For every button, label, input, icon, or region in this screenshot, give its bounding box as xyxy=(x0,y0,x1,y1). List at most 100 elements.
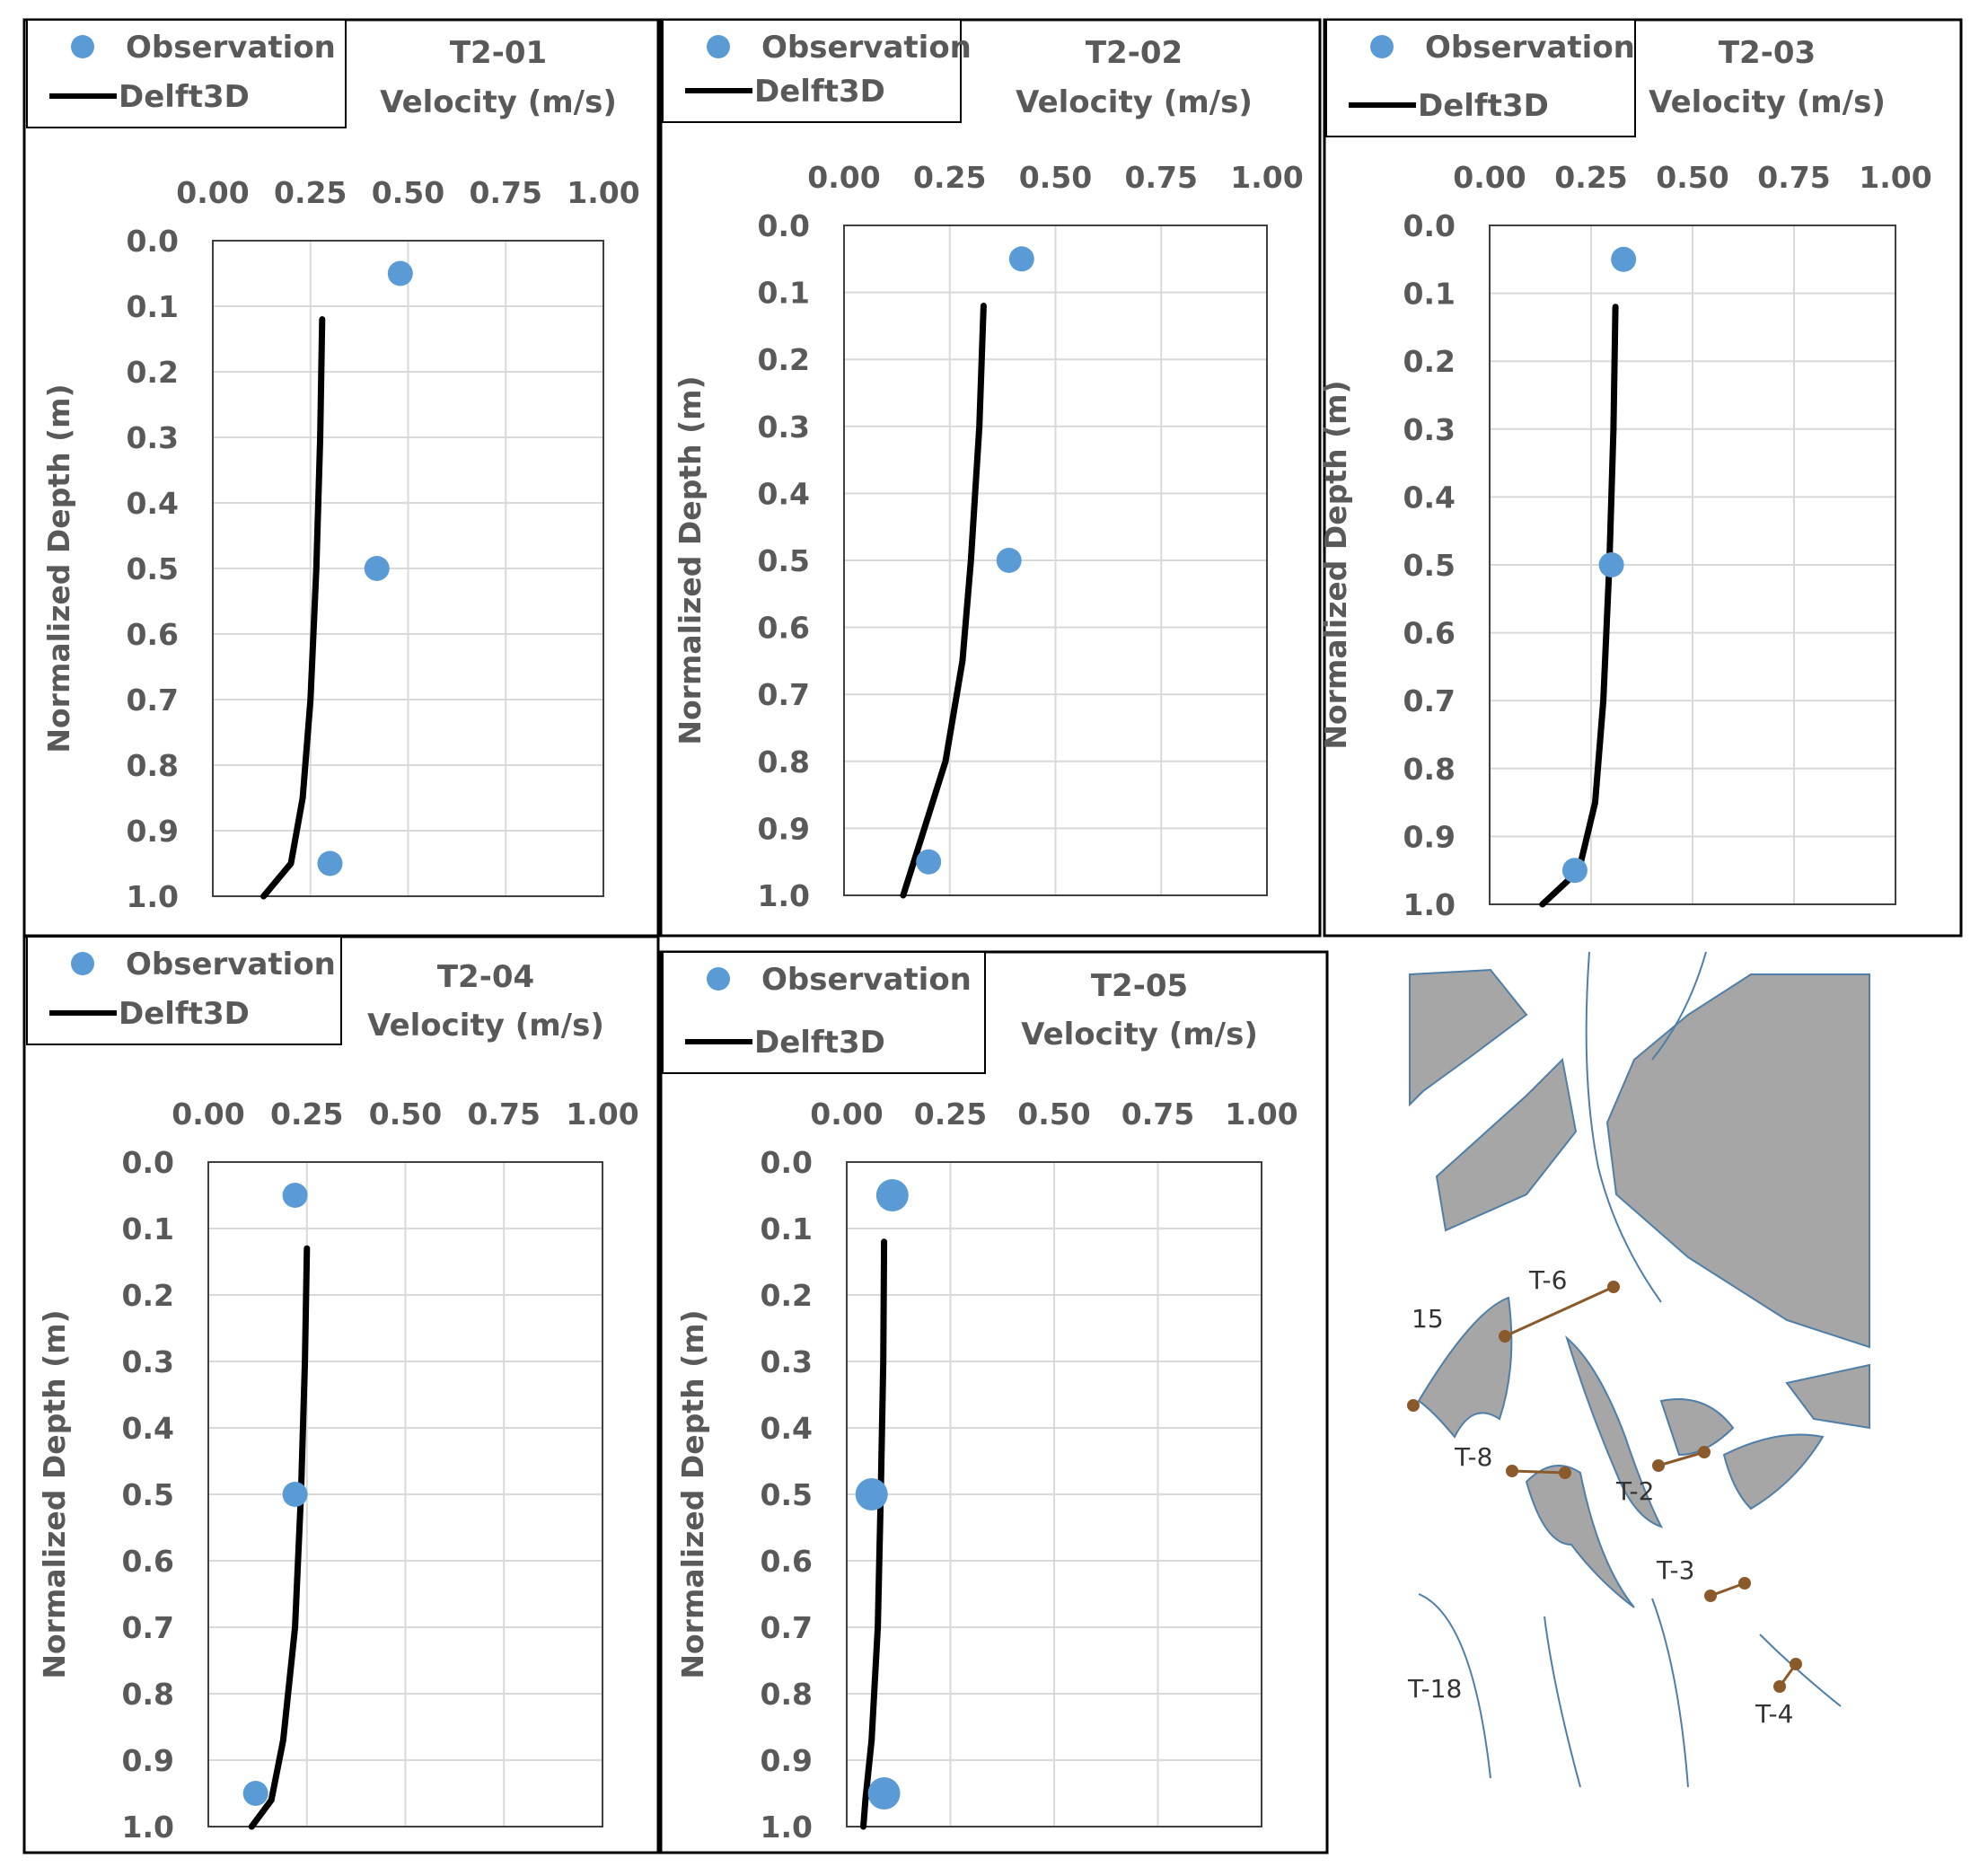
map-label-t8: T-8 xyxy=(1454,1442,1492,1472)
chart-panel-t2-04: 0.00 0.25 0.50 0.75 1.00 0.0 0.1 0.2 0.3 0.4 0.5 0.… xyxy=(22,935,660,1854)
y-tick-label: 0.0 xyxy=(761,1145,813,1180)
x-tick-label: 0.75 xyxy=(1757,160,1830,195)
observation-point xyxy=(916,849,942,875)
observation-point xyxy=(1008,246,1034,272)
legend-box xyxy=(1325,19,1636,137)
y-tick-label: 0.3 xyxy=(122,1344,174,1379)
y-tick-label: 0.6 xyxy=(127,617,179,652)
legend-observation-label: Observation xyxy=(126,947,336,982)
x-tick-label: 1.00 xyxy=(566,1097,638,1132)
transect-t2 xyxy=(1652,1446,1711,1472)
x-tick-label: 0.50 xyxy=(372,175,444,210)
x-tick-label: 0.25 xyxy=(914,1097,987,1132)
y-tick-label: 0.4 xyxy=(122,1411,174,1446)
y-axis-label: Normalized Depth (m) xyxy=(673,375,708,744)
x-axis-label: Velocity (m/s) xyxy=(1649,84,1886,120)
land-bar xyxy=(1525,1465,1635,1608)
chart-title: T2-05 xyxy=(1091,968,1188,1004)
delft3d-profile-line xyxy=(900,303,987,899)
channel-line xyxy=(1585,951,1662,1303)
delft3d-profile-line xyxy=(260,316,326,900)
x-tick-label: 0.75 xyxy=(1125,160,1198,195)
x-tick-label: 0.75 xyxy=(468,1097,541,1132)
y-axis-label: Normalized Depth (m) xyxy=(1318,380,1353,749)
x-tick-label: 0.50 xyxy=(1019,160,1092,195)
y-tick-label: 0.4 xyxy=(1403,480,1456,515)
legend-delft3d-label: Delft3D xyxy=(119,79,250,115)
chart-title: T2-04 xyxy=(437,959,534,995)
legend-observation-marker xyxy=(71,35,94,58)
transect-endpoint xyxy=(1407,1399,1420,1412)
y-tick-label: 0.2 xyxy=(761,1278,813,1313)
y-axis-label: Normalized Depth (m) xyxy=(675,1309,710,1678)
y-tick-label: 1.0 xyxy=(127,879,179,914)
channel-line xyxy=(1759,1634,1842,1707)
y-tick-label: 0.8 xyxy=(122,1677,174,1712)
x-axis-label: Velocity (m/s) xyxy=(1016,84,1253,120)
x-tick-label: 0.25 xyxy=(274,175,347,210)
chart-title: T2-01 xyxy=(450,35,547,71)
x-tick-label: 0.00 xyxy=(810,1097,883,1132)
channel-line xyxy=(1544,1616,1581,1788)
map-label-t2: T-2 xyxy=(1615,1476,1654,1506)
legend-observation-marker xyxy=(71,952,94,975)
legend-observation-label: Observation xyxy=(761,962,972,998)
y-tick-label: 0.2 xyxy=(1403,344,1456,379)
x-tick-label: 1.00 xyxy=(567,175,639,210)
chart-panel-t2-01: 0.00 0.25 0.50 0.75 1.00 0.0 0.1 0.2 0.3 0.4 0.5 0.… xyxy=(22,18,660,938)
y-tick-label: 0.4 xyxy=(758,476,810,511)
observation-point xyxy=(364,556,390,581)
y-tick-label: 0.7 xyxy=(758,677,810,712)
panel-frame xyxy=(22,18,660,938)
observation-point xyxy=(875,1179,909,1211)
chart-panel-t2-05: 0.00 0.25 0.50 0.75 1.00 0.0 0.1 0.2 0.3 0.4 0.5 0.… xyxy=(659,950,1329,1854)
legend-observation-label: Observation xyxy=(126,30,336,66)
plot-area xyxy=(846,1161,1262,1828)
y-tick-label: 0.7 xyxy=(122,1610,174,1645)
land-bar xyxy=(1417,1296,1513,1439)
legend-observation-marker xyxy=(707,967,730,991)
y-tick-label: 0.6 xyxy=(1403,616,1456,651)
x-tick-label: 0.00 xyxy=(807,160,880,195)
y-tick-label: 0.2 xyxy=(122,1278,174,1313)
y-tick-label: 0.6 xyxy=(122,1544,174,1579)
y-tick-label: 0.1 xyxy=(127,289,179,324)
y-tick-label: 0.1 xyxy=(1403,277,1456,312)
map-label-t6: T-6 xyxy=(1528,1265,1567,1295)
y-tick-label: 0.6 xyxy=(761,1544,813,1579)
x-axis-label: Velocity (m/s) xyxy=(380,84,617,120)
y-tick-label: 1.0 xyxy=(758,878,810,913)
y-tick-label: 0.3 xyxy=(761,1344,813,1379)
y-tick-label: 0.3 xyxy=(758,410,810,445)
channel-line xyxy=(1418,1593,1491,1779)
y-tick-label: 0.9 xyxy=(127,814,179,849)
y-tick-label: 0.5 xyxy=(758,543,810,578)
transect-map: T-6 15 T-8 T-2 T-3 T-18 T-4 xyxy=(1407,951,1870,1796)
y-tick-label: 0.7 xyxy=(127,683,179,718)
land-island-large xyxy=(1605,973,1870,1349)
x-tick-label: 0.00 xyxy=(176,175,249,210)
land-island xyxy=(1435,1057,1578,1232)
observation-point xyxy=(387,260,413,286)
transect-t8 xyxy=(1506,1465,1571,1479)
y-tick-label: 0.5 xyxy=(122,1477,174,1512)
y-tick-label: 0.7 xyxy=(1403,683,1456,718)
x-tick-label: 0.75 xyxy=(470,175,542,210)
y-tick-label: 0.1 xyxy=(758,276,810,311)
plot-area xyxy=(212,240,604,897)
x-tick-label: 1.00 xyxy=(1230,160,1303,195)
plot-area xyxy=(1489,225,1896,905)
y-tick-label: 0.2 xyxy=(758,342,810,377)
legend-observation-marker xyxy=(1370,35,1394,58)
panel-frame xyxy=(22,935,660,1854)
y-tick-label: 0.9 xyxy=(761,1743,813,1778)
plot-area xyxy=(207,1161,603,1828)
x-tick-label: 0.25 xyxy=(1554,160,1627,195)
observation-point xyxy=(867,1777,901,1810)
transect-t3 xyxy=(1704,1577,1751,1602)
observation-point xyxy=(996,548,1022,573)
legend-observation-marker xyxy=(707,35,730,58)
y-tick-label: 1.0 xyxy=(1403,887,1456,922)
chart-title: T2-02 xyxy=(1086,35,1183,71)
y-tick-label: 0.3 xyxy=(1403,412,1456,447)
